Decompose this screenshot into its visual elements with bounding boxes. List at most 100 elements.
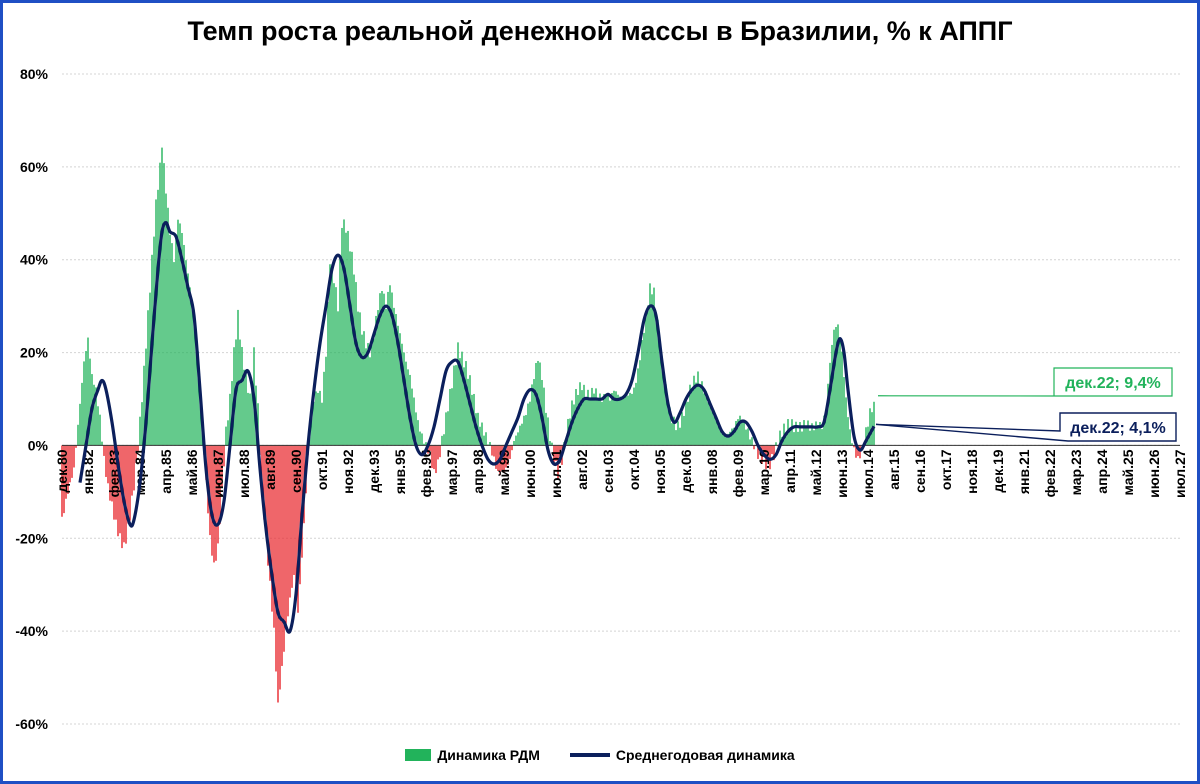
bar (857, 445, 859, 457)
bar (337, 311, 339, 446)
bar (651, 294, 653, 446)
bar (813, 430, 815, 446)
bar (509, 445, 511, 459)
bar (549, 441, 551, 446)
bar (79, 403, 81, 446)
legend-label-line: Среднегодовая динамика (615, 747, 795, 763)
x-tick-label: апр.85 (158, 449, 174, 493)
bar (447, 411, 449, 446)
bar (415, 412, 417, 446)
bar (727, 433, 729, 446)
bar (159, 162, 161, 446)
line-series (78, 220, 876, 634)
bar (461, 351, 463, 446)
bar (171, 243, 173, 446)
annotations: дек.22; 9,4% дек.22; 4,1% (875, 367, 1177, 442)
bar (611, 392, 613, 446)
bar (613, 390, 615, 446)
bar (599, 393, 601, 446)
y-tick-label: -20% (15, 530, 48, 546)
bar (181, 232, 183, 446)
bar (77, 424, 79, 446)
bar (357, 311, 359, 446)
bar (299, 445, 301, 585)
bar (423, 443, 425, 446)
bar (111, 445, 113, 502)
bar (489, 442, 491, 446)
bar (119, 445, 121, 534)
bar (133, 445, 135, 491)
bar (639, 360, 641, 446)
bar (245, 370, 247, 446)
bar (443, 434, 445, 446)
x-tick-label: ноя.92 (340, 449, 356, 494)
bar (731, 428, 733, 446)
bar (503, 445, 505, 473)
bar (391, 292, 393, 446)
bar (405, 361, 407, 446)
bar (163, 163, 165, 446)
bar (331, 264, 333, 446)
bar (519, 425, 521, 446)
bar (419, 431, 421, 446)
bar (459, 358, 461, 446)
bar (591, 387, 593, 446)
bar (695, 382, 697, 446)
bar (841, 351, 843, 446)
bar (97, 406, 99, 446)
bar (237, 309, 239, 446)
bar (329, 264, 331, 446)
bar (715, 419, 717, 446)
bar (649, 283, 651, 446)
bar (723, 434, 725, 446)
average-line (78, 220, 876, 634)
bar (199, 389, 201, 446)
bar (141, 402, 143, 446)
bar (185, 260, 187, 446)
bar (485, 432, 487, 446)
bar (73, 445, 75, 468)
bar (763, 445, 765, 457)
bar (531, 384, 533, 446)
bar (75, 445, 77, 448)
bar (853, 445, 855, 448)
bar (287, 445, 289, 617)
bar (631, 393, 633, 446)
bar (525, 415, 527, 446)
bar (347, 230, 349, 446)
bar (705, 390, 707, 446)
bar (155, 199, 157, 446)
bar (729, 431, 731, 446)
bar (693, 375, 695, 446)
bar (685, 398, 687, 446)
x-tick-label: мар.97 (444, 449, 460, 495)
bar (653, 287, 655, 446)
bar (387, 291, 389, 446)
bar (93, 384, 95, 446)
bar (157, 189, 159, 446)
bar (179, 223, 181, 446)
bar (311, 408, 313, 446)
bar (495, 445, 497, 469)
bar (719, 428, 721, 446)
bar (771, 445, 773, 455)
bar (647, 305, 649, 446)
bar (367, 343, 369, 446)
bar (773, 445, 775, 461)
bar (167, 207, 169, 446)
legend: Динамика РДМ Среднегодовая динамика (0, 747, 1200, 763)
bar (627, 395, 629, 446)
x-tick-label: мар.23 (1068, 449, 1084, 495)
bar (435, 445, 437, 474)
bar (607, 394, 609, 446)
bar (581, 390, 583, 446)
bar (191, 299, 193, 446)
x-tick-label: мар.10 (756, 449, 772, 495)
bar (223, 445, 225, 467)
bar (845, 397, 847, 446)
bar (559, 445, 561, 461)
bar (735, 420, 737, 446)
x-tick-label: апр.11 (782, 449, 798, 493)
bar (71, 445, 73, 478)
bar (677, 421, 679, 446)
